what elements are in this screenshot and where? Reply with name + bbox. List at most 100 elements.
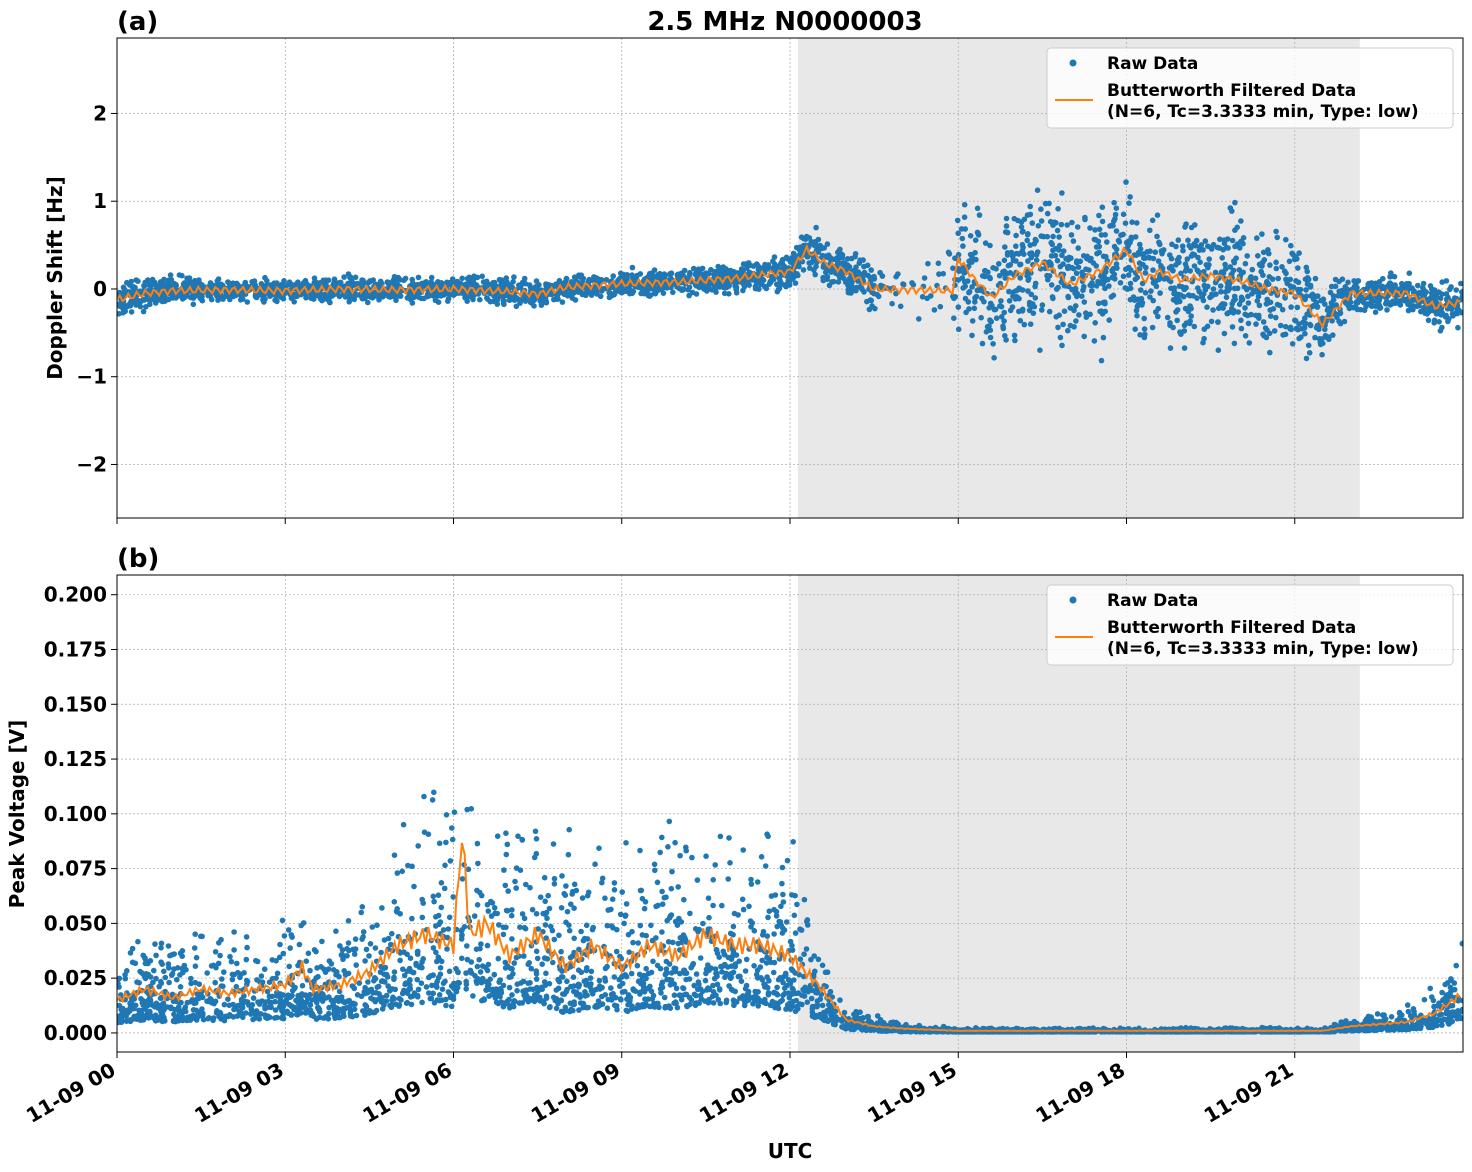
raw-data-point (1120, 211, 1127, 218)
raw-data-point (1096, 212, 1102, 219)
raw-data-point (613, 948, 620, 955)
raw-data-point (989, 302, 995, 309)
raw-data-point (716, 284, 723, 290)
raw-data-point (721, 290, 728, 297)
raw-data-point (1286, 258, 1293, 265)
raw-data-point (443, 839, 449, 846)
raw-data-point (1061, 308, 1068, 315)
raw-data-point (1178, 270, 1184, 277)
raw-data-point (152, 941, 158, 947)
raw-data-point (783, 919, 790, 925)
raw-data-point (587, 975, 594, 981)
raw-data-point (428, 274, 435, 281)
raw-data-point (971, 305, 978, 312)
raw-data-point (1320, 296, 1327, 303)
raw-data-point (1322, 301, 1328, 307)
raw-data-point (170, 295, 176, 301)
raw-data-point (629, 264, 636, 271)
raw-data-point (479, 963, 486, 969)
raw-data-point (665, 939, 672, 945)
raw-data-point (1319, 351, 1325, 358)
raw-data-point (945, 249, 952, 256)
raw-data-point (770, 969, 777, 976)
raw-data-point (1091, 338, 1098, 344)
raw-data-point (509, 992, 515, 998)
raw-data-point (221, 1001, 228, 1008)
raw-data-point (323, 294, 330, 301)
raw-data-point (867, 274, 873, 281)
raw-data-point (140, 997, 146, 1004)
raw-data-point (637, 271, 644, 277)
raw-data-point (1018, 224, 1025, 230)
raw-data-point (1048, 239, 1054, 246)
raw-data-point (566, 826, 572, 833)
raw-data-point (776, 275, 783, 281)
raw-data-point (1039, 302, 1046, 308)
raw-data-point (664, 285, 670, 291)
raw-data-point (666, 818, 673, 825)
raw-data-point (1288, 242, 1294, 249)
raw-data-point (835, 279, 842, 285)
raw-data-point (1282, 323, 1289, 330)
raw-data-point (1018, 249, 1025, 256)
raw-data-point (299, 982, 306, 989)
raw-data-point (360, 277, 366, 284)
raw-data-point (771, 906, 777, 913)
y-tick-label: 0.075 (44, 857, 107, 881)
raw-data-point (117, 311, 122, 317)
raw-data-point (1103, 253, 1109, 260)
raw-data-point (981, 298, 987, 305)
raw-data-point (1330, 297, 1337, 303)
raw-data-point (650, 992, 657, 999)
raw-data-point (623, 1007, 630, 1014)
raw-data-point (449, 836, 456, 843)
raw-data-point (668, 270, 674, 277)
raw-data-point (492, 910, 498, 917)
raw-data-point (1137, 241, 1143, 248)
raw-data-point (280, 296, 287, 302)
raw-data-point (1260, 249, 1267, 256)
raw-data-point (1001, 257, 1008, 264)
raw-data-point (1360, 299, 1367, 306)
raw-data-point (1031, 241, 1038, 247)
raw-data-point (712, 862, 718, 868)
raw-data-point (1260, 319, 1267, 325)
raw-data-point (1147, 294, 1153, 300)
raw-data-point (1185, 237, 1191, 244)
raw-data-point (1120, 273, 1127, 280)
raw-data-point (900, 281, 906, 287)
raw-data-point (1002, 244, 1008, 250)
raw-data-point (272, 1007, 279, 1013)
raw-data-point (559, 873, 565, 879)
raw-data-point (711, 282, 718, 289)
raw-data-point (1406, 270, 1413, 277)
raw-data-point (190, 301, 197, 308)
raw-data-point (840, 275, 847, 282)
raw-data-point (511, 294, 518, 301)
raw-data-point (858, 285, 865, 291)
raw-data-point (132, 284, 138, 291)
raw-data-point (1001, 309, 1007, 316)
raw-data-point (414, 992, 421, 999)
raw-data-point (345, 940, 352, 946)
raw-data-point (1006, 298, 1013, 304)
raw-data-point (1438, 308, 1444, 314)
raw-data-point (752, 285, 759, 292)
raw-data-point (969, 332, 975, 339)
raw-data-point (1315, 293, 1321, 299)
raw-data-point (1181, 345, 1188, 351)
raw-data-point (1089, 282, 1095, 289)
raw-data-point (609, 896, 616, 902)
raw-data-point (1293, 254, 1299, 260)
raw-data-point (1187, 268, 1193, 274)
raw-data-point (1122, 220, 1129, 226)
raw-data-point (1137, 332, 1143, 338)
raw-data-point (513, 885, 519, 891)
raw-data-point (1129, 219, 1135, 225)
raw-data-point (1065, 293, 1071, 300)
raw-data-point (759, 957, 765, 964)
raw-data-point (631, 277, 638, 283)
raw-data-point (436, 840, 443, 847)
raw-data-point (1248, 311, 1254, 318)
raw-data-point (669, 868, 675, 875)
